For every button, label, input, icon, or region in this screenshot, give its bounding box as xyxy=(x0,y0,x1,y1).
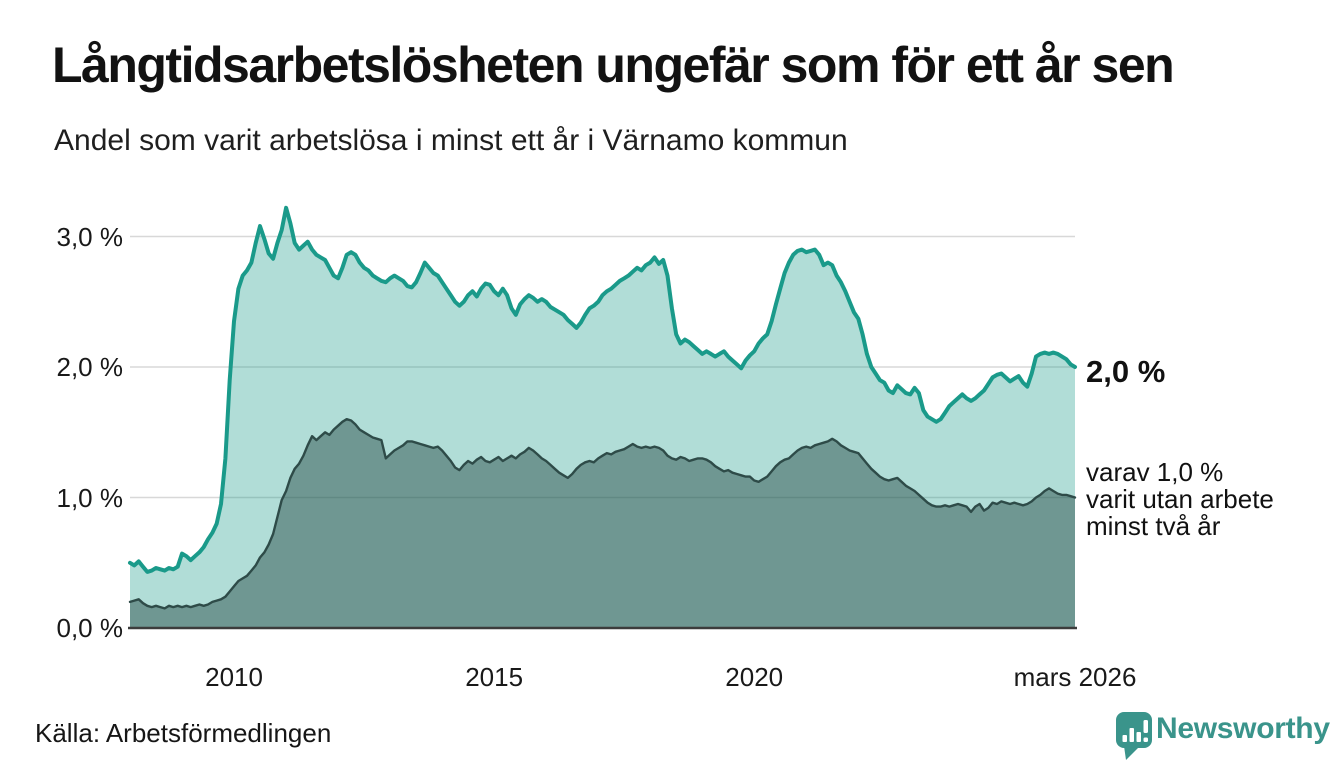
line-unemployed-2yr xyxy=(128,418,1077,610)
newsworthy-logo-icon xyxy=(1116,712,1152,760)
line-unemployed-1yr xyxy=(128,205,1077,574)
x-axis-label: mars 2026 xyxy=(1013,662,1137,692)
y-axis-label: 0,0 % xyxy=(56,613,124,643)
secondary-series-label: varav 1,0 % varit utan arbete minst två … xyxy=(1086,457,1274,541)
latest-value-label: 2,0 % xyxy=(1086,354,1166,389)
y-axis-label: 2,0 % xyxy=(56,352,124,382)
page-title: Långtidsarbetslösheten ungefär som för e… xyxy=(52,37,1175,93)
x-axis-label: 2020 xyxy=(725,662,784,692)
y-axis-label: 3,0 % xyxy=(56,221,124,252)
newsworthy-logo[interactable]: Newsworthy xyxy=(1112,708,1330,764)
x-axis-label: 2015 xyxy=(465,662,524,692)
area-unemployed-2yr xyxy=(130,419,1075,628)
newsworthy-logo-text: Newsworthy xyxy=(1156,712,1330,745)
x-axis-label: 2010 xyxy=(205,662,263,692)
y-axis-label: 1,0 % xyxy=(56,482,124,513)
area-unemployed-1yr xyxy=(130,207,1075,629)
page-subtitle: Andel som varit arbetslösa i minst ett å… xyxy=(54,124,848,157)
source-credit: Källa: Arbetsförmedlingen xyxy=(35,718,332,748)
